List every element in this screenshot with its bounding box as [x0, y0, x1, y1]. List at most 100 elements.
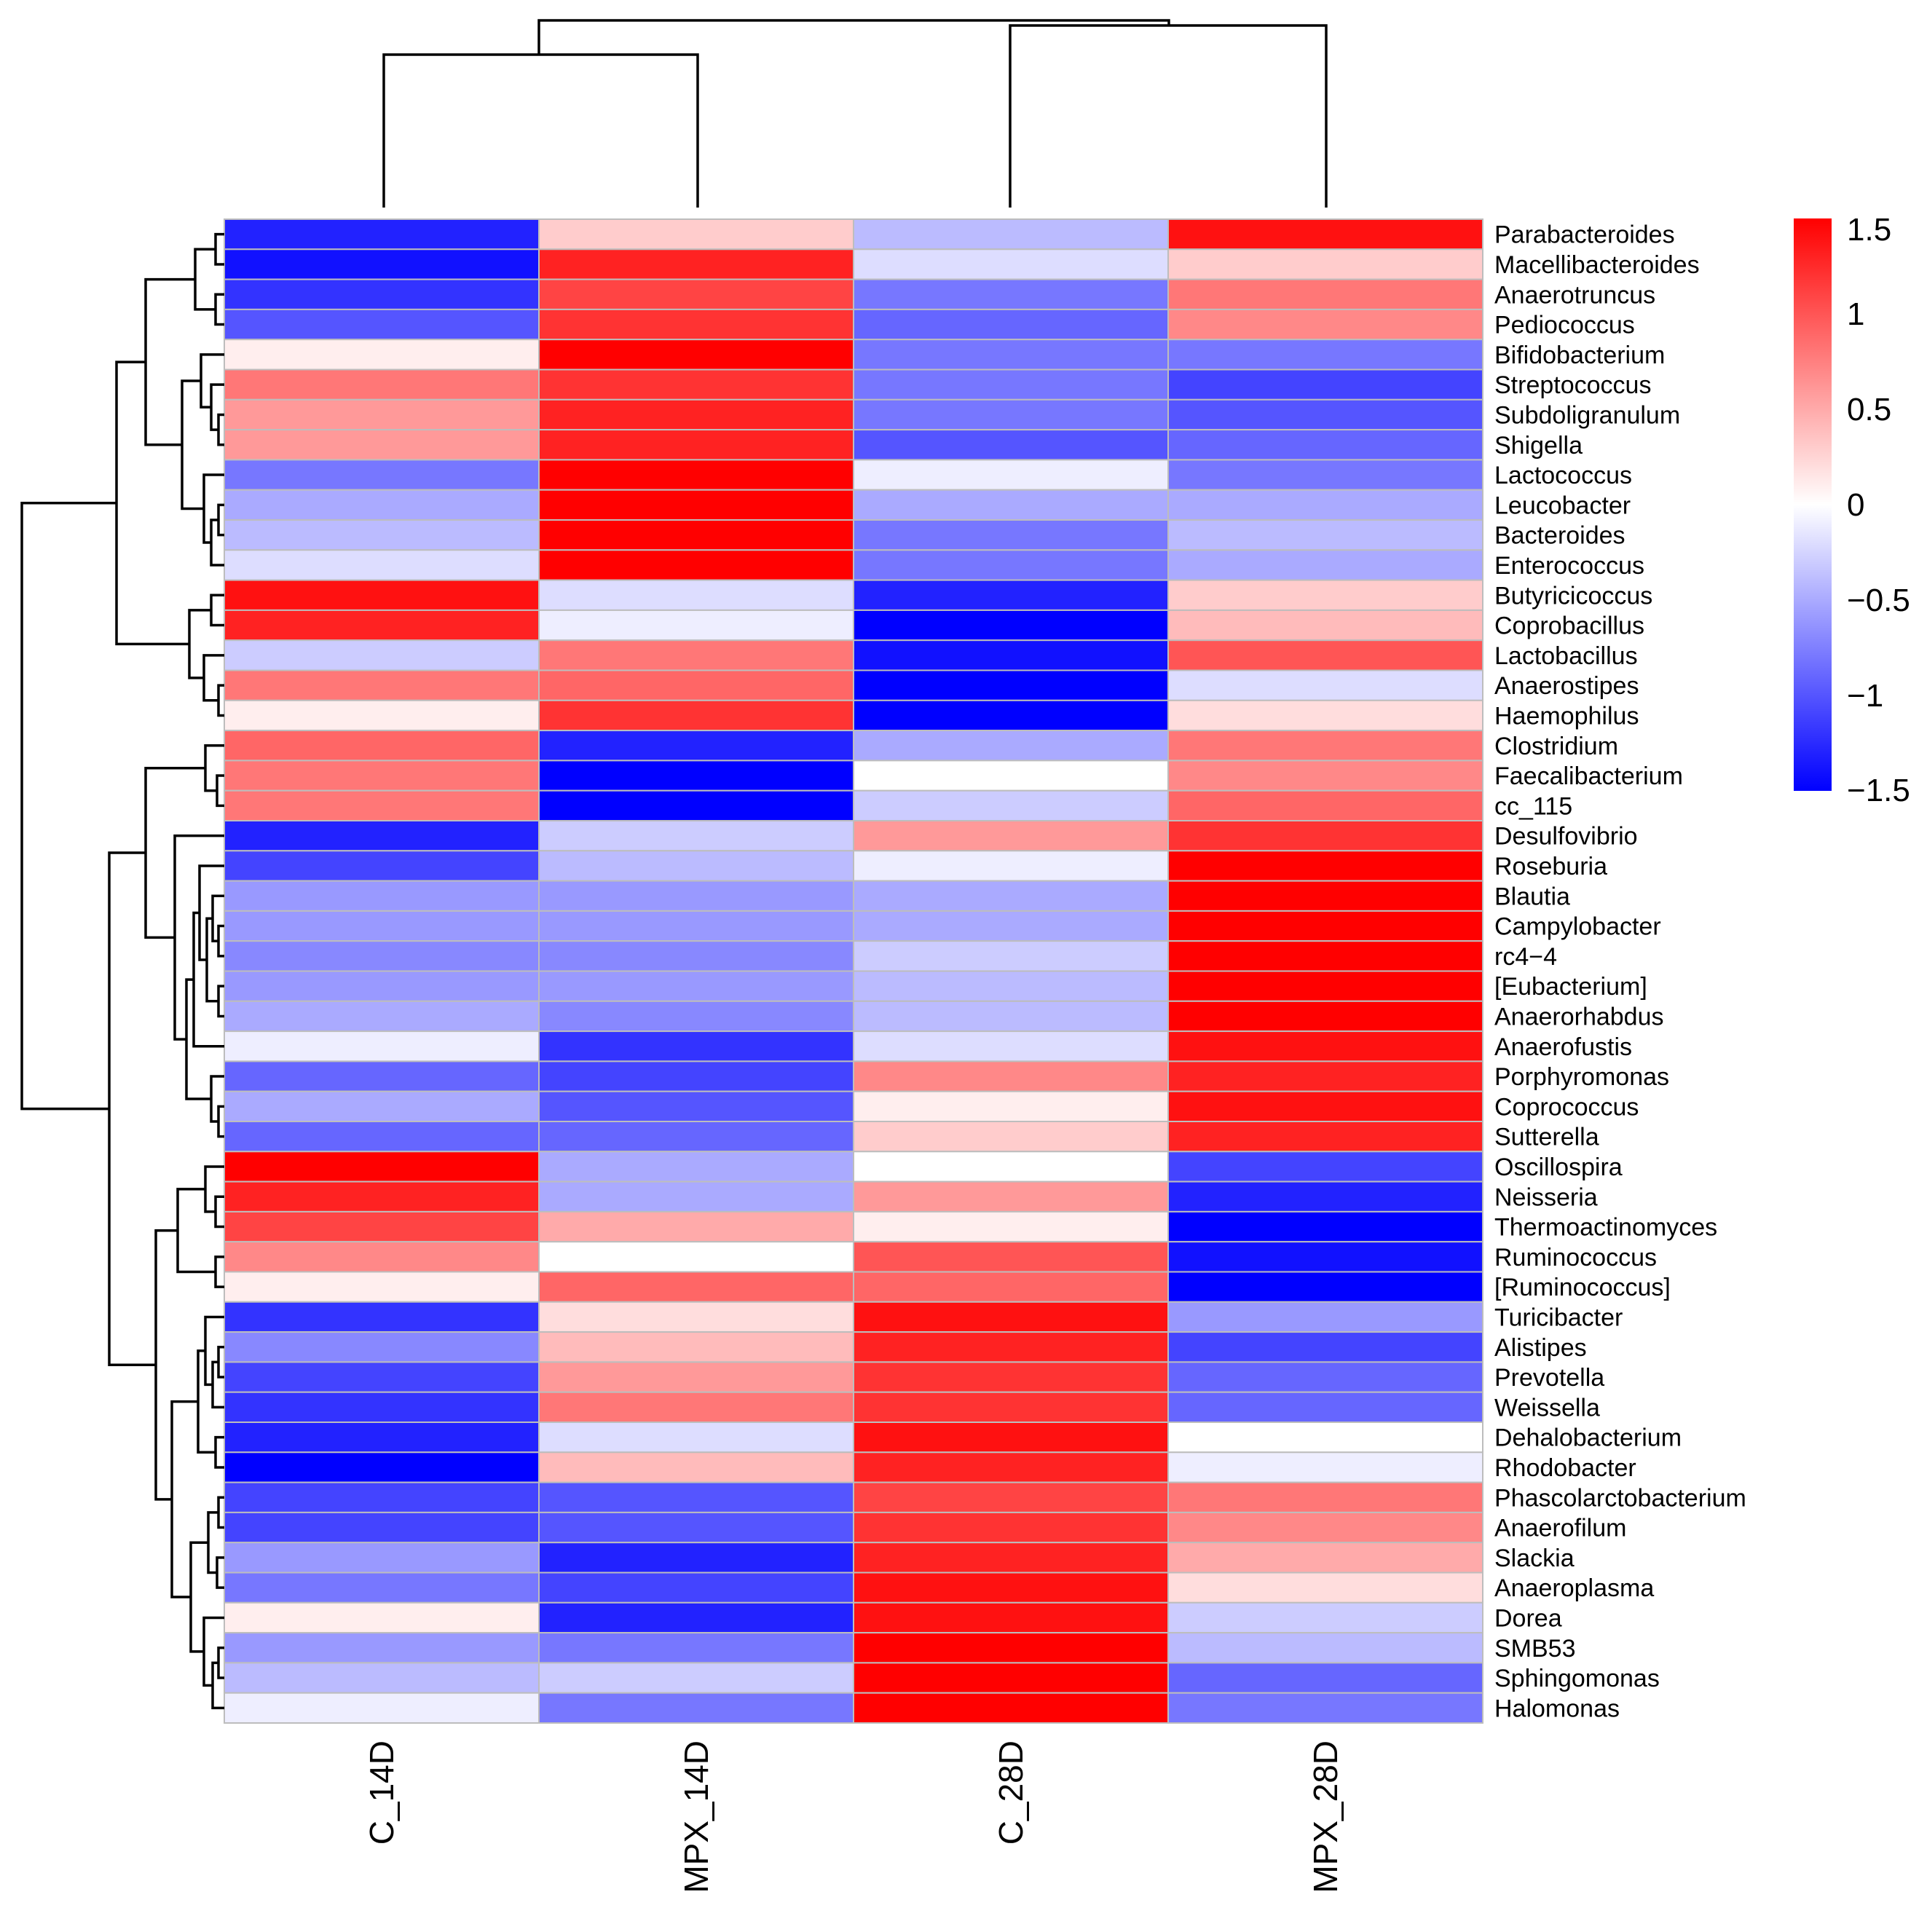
row-dendrogram-path — [20, 232, 224, 1710]
heatmap-cell — [224, 429, 540, 461]
heatmap-cell — [1167, 308, 1483, 341]
row-label: SMB53 — [1494, 1635, 1576, 1663]
heatmap-cell — [538, 1000, 854, 1033]
heatmap-cell — [224, 1361, 540, 1393]
heatmap-cell — [224, 730, 540, 762]
heatmap-cell — [224, 1422, 540, 1454]
row-label: Shigella — [1494, 432, 1583, 460]
heatmap-cell — [538, 1210, 854, 1243]
column-label: C_14D — [363, 1740, 401, 1845]
legend-tick-label: 0 — [1847, 487, 1864, 523]
heatmap-cell — [224, 519, 540, 551]
heatmap-cell — [853, 248, 1169, 280]
heatmap-cell — [224, 639, 540, 671]
heatmap-cell — [853, 218, 1169, 251]
heatmap-cell — [224, 820, 540, 852]
heatmap-cell — [1167, 1632, 1483, 1664]
row-label: Bifidobacterium — [1494, 342, 1665, 369]
row-label: Alistipes — [1494, 1334, 1587, 1362]
heatmap-cell — [224, 579, 540, 611]
row-label: Thermoactinomyces — [1494, 1214, 1717, 1242]
heatmap-cell — [853, 278, 1169, 310]
heatmap-cell — [224, 1090, 540, 1122]
row-label: Faecalibacterium — [1494, 762, 1683, 790]
heatmap-cell — [1167, 1601, 1483, 1634]
heatmap-cell — [1167, 910, 1483, 942]
heatmap-cell — [853, 1601, 1169, 1634]
heatmap-cell — [853, 669, 1169, 701]
row-label: Porphyromonas — [1494, 1063, 1669, 1091]
heatmap-cell — [1167, 609, 1483, 642]
heatmap-cell — [224, 368, 540, 401]
heatmap-cell — [853, 1572, 1169, 1604]
heatmap-cell — [853, 1451, 1169, 1483]
row-label: Halomonas — [1494, 1695, 1620, 1722]
row-label: Anaerofustis — [1494, 1033, 1632, 1061]
heatmap-cell — [224, 489, 540, 521]
heatmap-cell — [853, 1030, 1169, 1062]
row-label: Subdoligranulum — [1494, 401, 1680, 429]
heatmap-cell — [538, 1121, 854, 1153]
heatmap-cell — [224, 339, 540, 371]
heatmap-cell — [1167, 459, 1483, 491]
heatmap-cell — [1167, 1030, 1483, 1062]
heatmap-cell — [853, 1361, 1169, 1393]
row-label: Anaerostipes — [1494, 672, 1639, 700]
heatmap-cell — [1167, 549, 1483, 581]
heatmap-cell — [853, 339, 1169, 371]
heatmap-cell — [853, 1481, 1169, 1513]
heatmap-cell — [853, 1000, 1169, 1033]
heatmap-cell — [1167, 278, 1483, 310]
row-label: Blautia — [1494, 883, 1570, 910]
heatmap-cell — [538, 1601, 854, 1634]
heatmap-cell — [538, 1180, 854, 1213]
heatmap-cells — [224, 218, 1483, 1724]
heatmap-cell — [224, 760, 540, 792]
row-dendrogram — [20, 232, 224, 1710]
heatmap-cell — [853, 1271, 1169, 1303]
row-label: Anaerorhabdus — [1494, 1003, 1664, 1030]
heatmap-cell — [1167, 940, 1483, 972]
heatmap-cell — [1167, 1090, 1483, 1122]
heatmap-cell — [1167, 1210, 1483, 1243]
heatmap-cell — [853, 579, 1169, 611]
heatmap-cell — [224, 970, 540, 1002]
heatmap-cell — [1167, 1301, 1483, 1333]
heatmap-cell — [1167, 1572, 1483, 1604]
row-label: Prevotella — [1494, 1364, 1604, 1392]
heatmap-cell — [538, 730, 854, 762]
heatmap-cell — [224, 278, 540, 310]
heatmap-cell — [538, 789, 854, 821]
heatmap-cell — [538, 248, 854, 280]
heatmap-cell — [1167, 339, 1483, 371]
row-label: Anaerotruncus — [1494, 281, 1655, 309]
heatmap-cell — [1167, 699, 1483, 732]
heatmap-cell — [1167, 1180, 1483, 1213]
heatmap-cell — [853, 489, 1169, 521]
row-label: Anaeroplasma — [1494, 1574, 1654, 1602]
heatmap-cell — [853, 549, 1169, 581]
heatmap-cell — [538, 850, 854, 882]
row-label: Dehalobacterium — [1494, 1424, 1682, 1452]
row-label: Turicibacter — [1494, 1304, 1623, 1331]
heatmap-cell — [538, 1662, 854, 1694]
heatmap-cell — [1167, 1542, 1483, 1574]
heatmap-cell — [853, 730, 1169, 762]
heatmap-cell — [224, 1511, 540, 1544]
heatmap-cell — [1167, 789, 1483, 821]
heatmap-cell — [224, 1030, 540, 1062]
column-label: MPX_14D — [677, 1740, 715, 1893]
heatmap-cell — [538, 699, 854, 732]
heatmap-cell — [538, 1331, 854, 1363]
heatmap-cell — [1167, 519, 1483, 551]
heatmap-cell — [538, 820, 854, 852]
heatmap-cell — [538, 308, 854, 341]
heatmap-cell — [853, 1391, 1169, 1423]
heatmap-cell — [853, 1542, 1169, 1574]
heatmap-cell — [538, 429, 854, 461]
heatmap-cell — [538, 639, 854, 671]
heatmap-cell — [853, 519, 1169, 551]
heatmap-cell — [224, 880, 540, 912]
heatmap-cell — [224, 218, 540, 251]
